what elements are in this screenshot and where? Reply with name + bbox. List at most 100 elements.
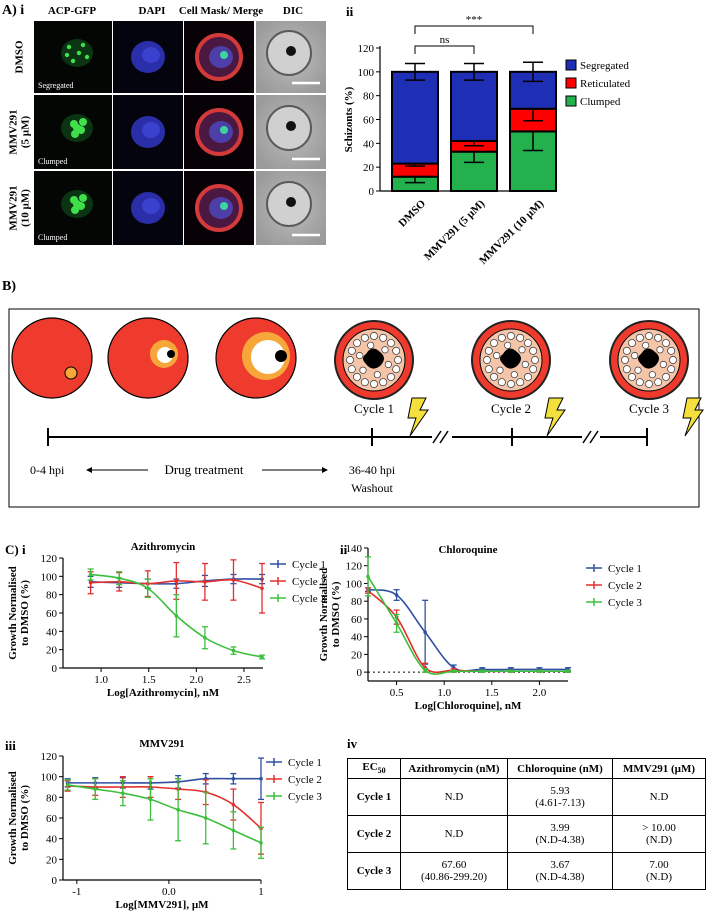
legend-swatch: [565, 59, 577, 71]
table-cell-line: (40.86-299.20): [421, 871, 487, 883]
y-tick-label: 0: [52, 663, 58, 675]
table-cell-line: 3.99: [550, 822, 570, 834]
table-cell-line: N.D: [444, 828, 464, 840]
gfp-tag: Clumped: [38, 157, 67, 166]
table-header-mmv291: MMV291 (µM): [612, 758, 706, 779]
legend-label: Clumped: [580, 96, 621, 108]
y-tick-label: 40: [363, 138, 375, 150]
merozoite: [381, 346, 389, 354]
lightning-bolt-icon: [544, 397, 566, 437]
table-cell-line: 5.93: [550, 785, 570, 797]
legend-label: Cycle 2: [288, 774, 322, 786]
panel-c-iv-label: iv: [347, 736, 358, 751]
ec50-table: EC50 Azithromycin (nM) Chloroquine (nM) …: [347, 758, 706, 890]
y-tick-label: 80: [46, 590, 58, 602]
table-row-header: Cycle 2: [347, 815, 401, 853]
significance-label: ***: [466, 14, 483, 26]
table-row-header: Cycle 1: [347, 778, 401, 816]
series-line-cycle-3: [90, 573, 263, 658]
merozoite: [516, 333, 525, 342]
y-tick-label: 80: [363, 91, 375, 103]
merge-gfp: [220, 51, 228, 59]
legend-label: Cycle 3: [288, 791, 322, 803]
y-tick-label: 120: [41, 553, 58, 565]
y-tick-label: 40: [351, 632, 363, 644]
y-axis-label: to DMSO (%): [330, 581, 342, 647]
cycle-label: Cycle 3: [629, 401, 669, 416]
merozoite: [384, 360, 392, 368]
bar-segment-segregated: [391, 70, 439, 165]
y-axis-label: Growth Normalised: [7, 771, 19, 865]
table-cell-line: (4.61-7.13): [535, 797, 585, 809]
column-header-cell-mask: Cell Mask/ Merge: [179, 5, 263, 17]
merozoite: [667, 346, 676, 355]
table-cell-line: (N.D): [646, 834, 672, 846]
gfp-spot: [79, 194, 87, 202]
table-cell: > 10.00 (N.D): [612, 815, 706, 853]
merozoite: [645, 332, 653, 340]
series-line-cycle-2: [367, 589, 568, 674]
y-axis-label: to DMSO (%): [19, 785, 31, 851]
x-tick-label: 2.0: [533, 687, 547, 699]
merge-gfp: [220, 126, 228, 134]
merozoite: [353, 373, 361, 381]
dapi-nucleus-core: [142, 198, 160, 214]
y-tick-label: 80: [351, 596, 363, 608]
merozoite: [507, 380, 515, 388]
merozoite: [662, 373, 670, 381]
dapi-nucleus-core: [142, 47, 160, 63]
legend-label: Cycle 2: [292, 576, 326, 588]
gfp-spot: [66, 44, 72, 50]
hemozoin-pigment: [363, 348, 384, 369]
merozoite: [347, 346, 356, 355]
merozoite: [483, 356, 491, 364]
column-header-acp-gfp: ACP-GFP: [48, 5, 97, 17]
merozoite: [347, 365, 356, 374]
merozoite: [346, 356, 354, 364]
x-tick-label: 2.0: [189, 674, 203, 686]
legend-label: Reticulated: [580, 78, 631, 90]
merozoite: [367, 341, 375, 349]
merozoite: [484, 365, 493, 374]
gfp-tag: Clumped: [38, 233, 67, 242]
gfp-spot: [76, 50, 82, 56]
merozoite: [387, 339, 395, 347]
merozoite: [628, 373, 636, 381]
merozoite: [379, 333, 388, 342]
panel-label: ii: [340, 542, 348, 557]
table-cell: 7.00 (N.D): [612, 852, 706, 890]
merozoite: [360, 378, 369, 387]
bar-segment-segregated: [450, 70, 498, 142]
lifecycle-diagram: Cycle 1 Cycle 2 Cycle 3 0-4 hpi Drug treatme…: [11, 317, 704, 495]
legend-swatch: [565, 95, 577, 107]
y-tick-label: 60: [46, 608, 58, 620]
cycle-label: Cycle 1: [354, 401, 394, 416]
gfp-spot: [70, 58, 76, 64]
y-tick-label: 100: [346, 578, 363, 590]
table-cell-line: 3.67: [550, 859, 570, 871]
table-cell-line: (N.D): [646, 871, 672, 883]
x-tick-label: 2.5: [237, 674, 251, 686]
merozoite: [507, 332, 515, 340]
vacuole: [251, 340, 285, 374]
row-label: (10 µM): [20, 189, 32, 227]
table-cell-line: > 10.00: [642, 822, 676, 834]
lightning-bolt-icon: [682, 397, 704, 437]
table-cell: N.D: [400, 815, 508, 853]
lightning-bolt-icon: [407, 397, 429, 437]
y-tick-label: 0: [369, 186, 375, 198]
legend-label: Cycle 1: [288, 757, 322, 769]
legend-swatch: [565, 77, 577, 89]
table-cell-line: N.D: [649, 791, 669, 803]
merozoite: [394, 356, 402, 364]
merozoite: [356, 352, 364, 360]
merozoite: [654, 333, 663, 342]
y-tick-label: 60: [46, 813, 58, 825]
merozoite: [360, 333, 369, 342]
y-axis-label: Growth Normalised: [7, 566, 19, 660]
arrowhead: [322, 467, 328, 473]
x-tick-label: 1.5: [142, 674, 156, 686]
start-time-label: 0-4 hpi: [30, 463, 65, 477]
gfp-spot: [84, 54, 90, 60]
